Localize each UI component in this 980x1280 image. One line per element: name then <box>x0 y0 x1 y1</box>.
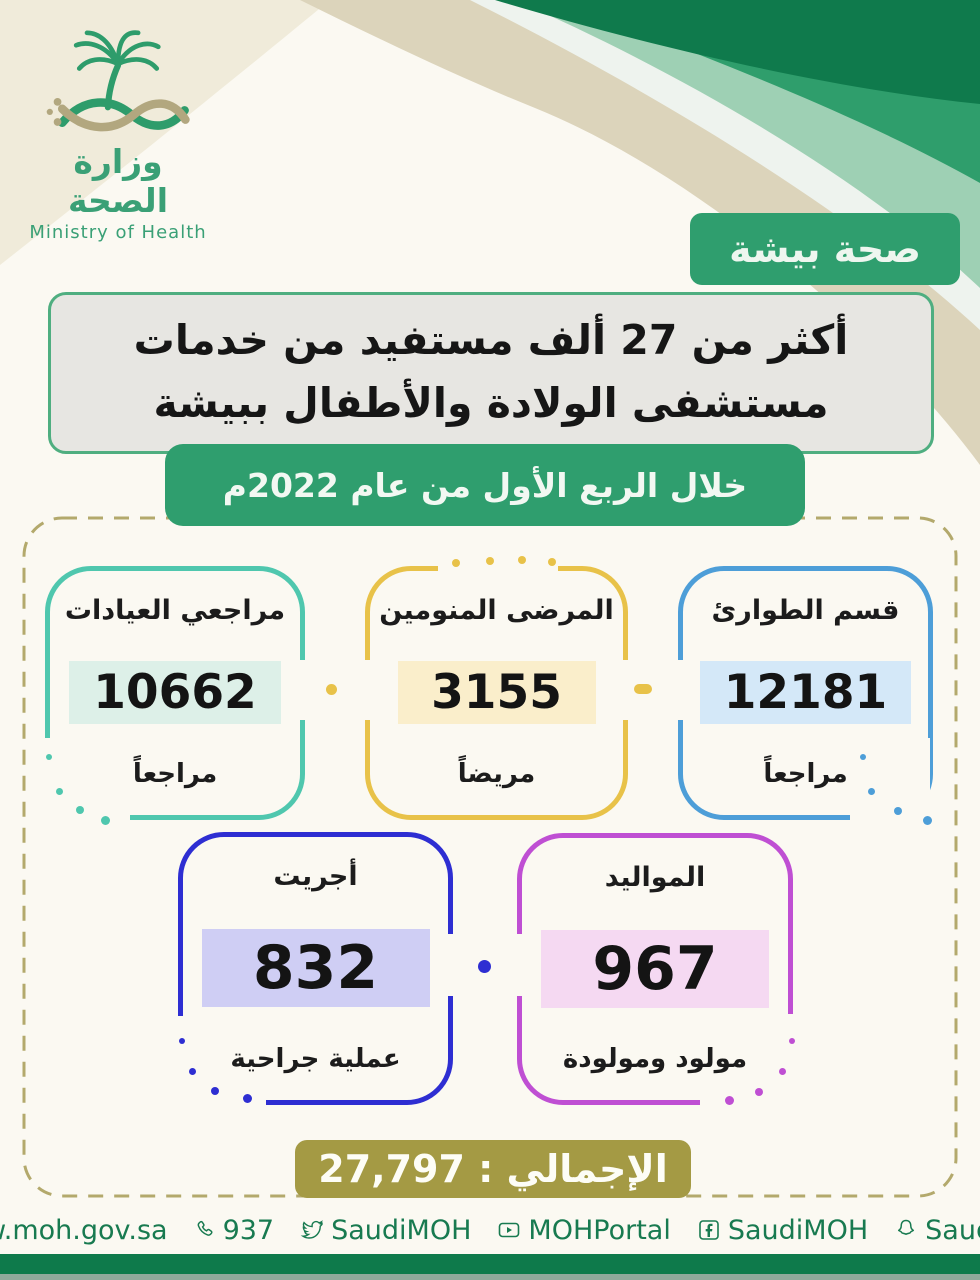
decor-dot <box>725 1096 734 1105</box>
stat-card-emergency: قسم الطوارئ 12181 مراجعاً <box>678 566 933 820</box>
logo-title-arabic: وزارة الصحة <box>67 142 168 220</box>
youtube-label: MOHPortal <box>528 1214 671 1246</box>
decor-dot <box>486 557 494 565</box>
website-label: www.moh.gov.sa <box>0 1214 168 1246</box>
decor-dot <box>755 1088 763 1096</box>
connector-dot <box>478 960 491 973</box>
decor-dot <box>868 788 875 795</box>
youtube-icon <box>499 1222 520 1238</box>
stat-value: 3155 <box>397 661 596 724</box>
stat-card-clinic-visitors: مراجعي العيادات 10662 مراجعاً <box>45 566 305 820</box>
decor-dot <box>211 1087 219 1095</box>
logo-title-english: Ministry of Health <box>29 222 207 243</box>
main-title-line2: مستشفى الولادة والأطفال ببيشة <box>153 379 829 427</box>
border-gap <box>356 660 376 720</box>
border-gap <box>506 934 526 996</box>
total-banner: الإجمالي : 27,797 <box>295 1140 691 1198</box>
decor-dot <box>860 754 866 760</box>
decor-dot <box>46 754 52 760</box>
stat-title: أجريت <box>273 861 358 892</box>
stat-title: المواليد <box>604 862 706 893</box>
stat-unit: عملية جراحية <box>230 1044 401 1074</box>
connector-dot <box>326 684 337 695</box>
decor-dot <box>923 816 932 825</box>
footer-contacts: www.moh.gov.sa 937 SaudiMOH MOHPortal <box>0 1206 980 1254</box>
facebook-link[interactable]: SaudiMOH <box>697 1215 868 1246</box>
decor-dot <box>452 559 460 567</box>
stat-unit: مراجعاً <box>763 759 848 789</box>
twitter-icon <box>300 1220 323 1239</box>
border-gap <box>442 934 462 996</box>
stat-value: 12181 <box>699 661 912 724</box>
decor-dot <box>518 556 526 564</box>
stat-unit: مراجعاً <box>132 759 218 789</box>
decor-dot <box>179 1038 185 1044</box>
bottom-edge-strip <box>0 1274 980 1280</box>
main-title-box: أكثر من 27 ألف مستفيد من خدمات مستشفى ال… <box>48 292 934 454</box>
facebook-icon <box>699 1220 719 1240</box>
stat-value: 832 <box>201 929 430 1007</box>
connector-dash <box>634 684 652 694</box>
stat-unit: مولود ومولودة <box>562 1044 748 1074</box>
twitter-label: SaudiMOH <box>331 1214 472 1246</box>
decor-dot <box>779 1068 786 1075</box>
decor-dot <box>56 788 63 795</box>
decor-dot <box>789 1038 795 1044</box>
period-banner: خلال الربع الأول من عام 2022م <box>165 444 805 526</box>
border-gap <box>668 660 688 720</box>
twitter-link[interactable]: SaudiMOH <box>300 1215 471 1246</box>
decor-dot <box>101 816 110 825</box>
main-title-line1: أكثر من 27 ألف مستفيد من خدمات <box>133 316 849 364</box>
stat-card-births: المواليد 967 مولود ومولودة <box>517 833 793 1105</box>
border-gap <box>294 660 314 720</box>
decor-dot <box>76 806 84 814</box>
moh-logo-mark-icon <box>46 30 190 132</box>
website-link[interactable]: www.moh.gov.sa <box>0 1215 168 1246</box>
bottom-green-bar <box>0 1254 980 1274</box>
stat-value: 10662 <box>69 661 281 724</box>
decor-dot <box>243 1094 252 1103</box>
stat-title: مراجعي العيادات <box>64 595 286 626</box>
decor-dot <box>894 807 902 815</box>
snapchat-link[interactable]: Saudi_Moh <box>894 1215 980 1246</box>
phone-link[interactable]: 937 <box>194 1214 275 1246</box>
phone-icon <box>197 1220 213 1236</box>
stat-title: قسم الطوارئ <box>711 595 900 626</box>
snapchat-icon <box>898 1219 915 1235</box>
moh-logo: وزارة الصحة Ministry of Health <box>18 22 218 243</box>
decor-dot <box>189 1068 196 1075</box>
snapchat-label: Saudi_Moh <box>925 1214 980 1246</box>
stat-card-inpatients: المرضى المنومين 3155 مريضاً <box>365 566 628 820</box>
facebook-label: SaudiMOH <box>727 1214 869 1246</box>
phone-label: 937 <box>222 1214 275 1246</box>
youtube-link[interactable]: MOHPortal <box>497 1214 671 1246</box>
region-badge: صحة بيشة <box>690 213 960 285</box>
stat-value: 967 <box>541 929 769 1008</box>
stat-card-surgeries: أجريت 832 عملية جراحية <box>178 832 453 1105</box>
stat-unit: مريضاً <box>457 759 536 789</box>
border-gap <box>850 738 930 826</box>
decor-dot <box>548 558 556 566</box>
stat-title: المرضى المنومين <box>379 595 614 626</box>
